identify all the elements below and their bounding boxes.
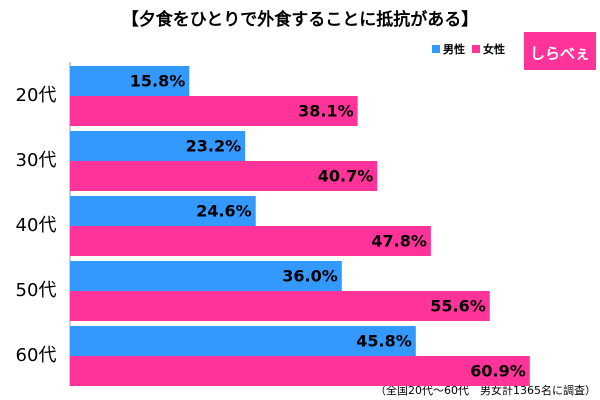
bar [70, 326, 416, 356]
chart-title: 【夕食をひとりで外食することに抵抗がある】 [122, 9, 479, 30]
legend-label: 男性 [443, 42, 465, 56]
bar [70, 66, 190, 96]
value-label: 15.8% [130, 72, 186, 91]
y-tick-label: 30代 [16, 150, 57, 171]
value-label: 55.6% [430, 297, 486, 316]
value-label: 47.8% [371, 232, 427, 251]
bar [70, 356, 530, 386]
y-tick-label: 50代 [16, 280, 57, 301]
value-label: 60.9% [470, 362, 526, 381]
bar [70, 96, 358, 126]
legend-swatch [472, 45, 480, 53]
bar [70, 226, 431, 256]
value-label: 45.8% [356, 332, 412, 351]
logo-box [524, 32, 596, 70]
y-tick-label: 40代 [16, 215, 57, 236]
y-tick-label: 60代 [16, 345, 57, 366]
y-tick-label: 20代 [16, 85, 57, 106]
bar [70, 291, 490, 321]
value-label: 23.2% [186, 137, 242, 156]
bar [70, 196, 256, 226]
bar [70, 161, 378, 191]
bar [70, 261, 342, 291]
value-label: 38.1% [298, 102, 354, 121]
logo: しらべぇ [530, 45, 590, 63]
value-label: 40.7% [318, 167, 374, 186]
value-label: 36.0% [282, 267, 338, 286]
footnote: （全国20代～60代 男女計1365名に調査） [375, 383, 596, 397]
legend-swatch [432, 45, 440, 53]
value-label: 24.6% [196, 202, 252, 221]
legend-label: 女性 [483, 42, 505, 56]
bar [70, 131, 246, 161]
